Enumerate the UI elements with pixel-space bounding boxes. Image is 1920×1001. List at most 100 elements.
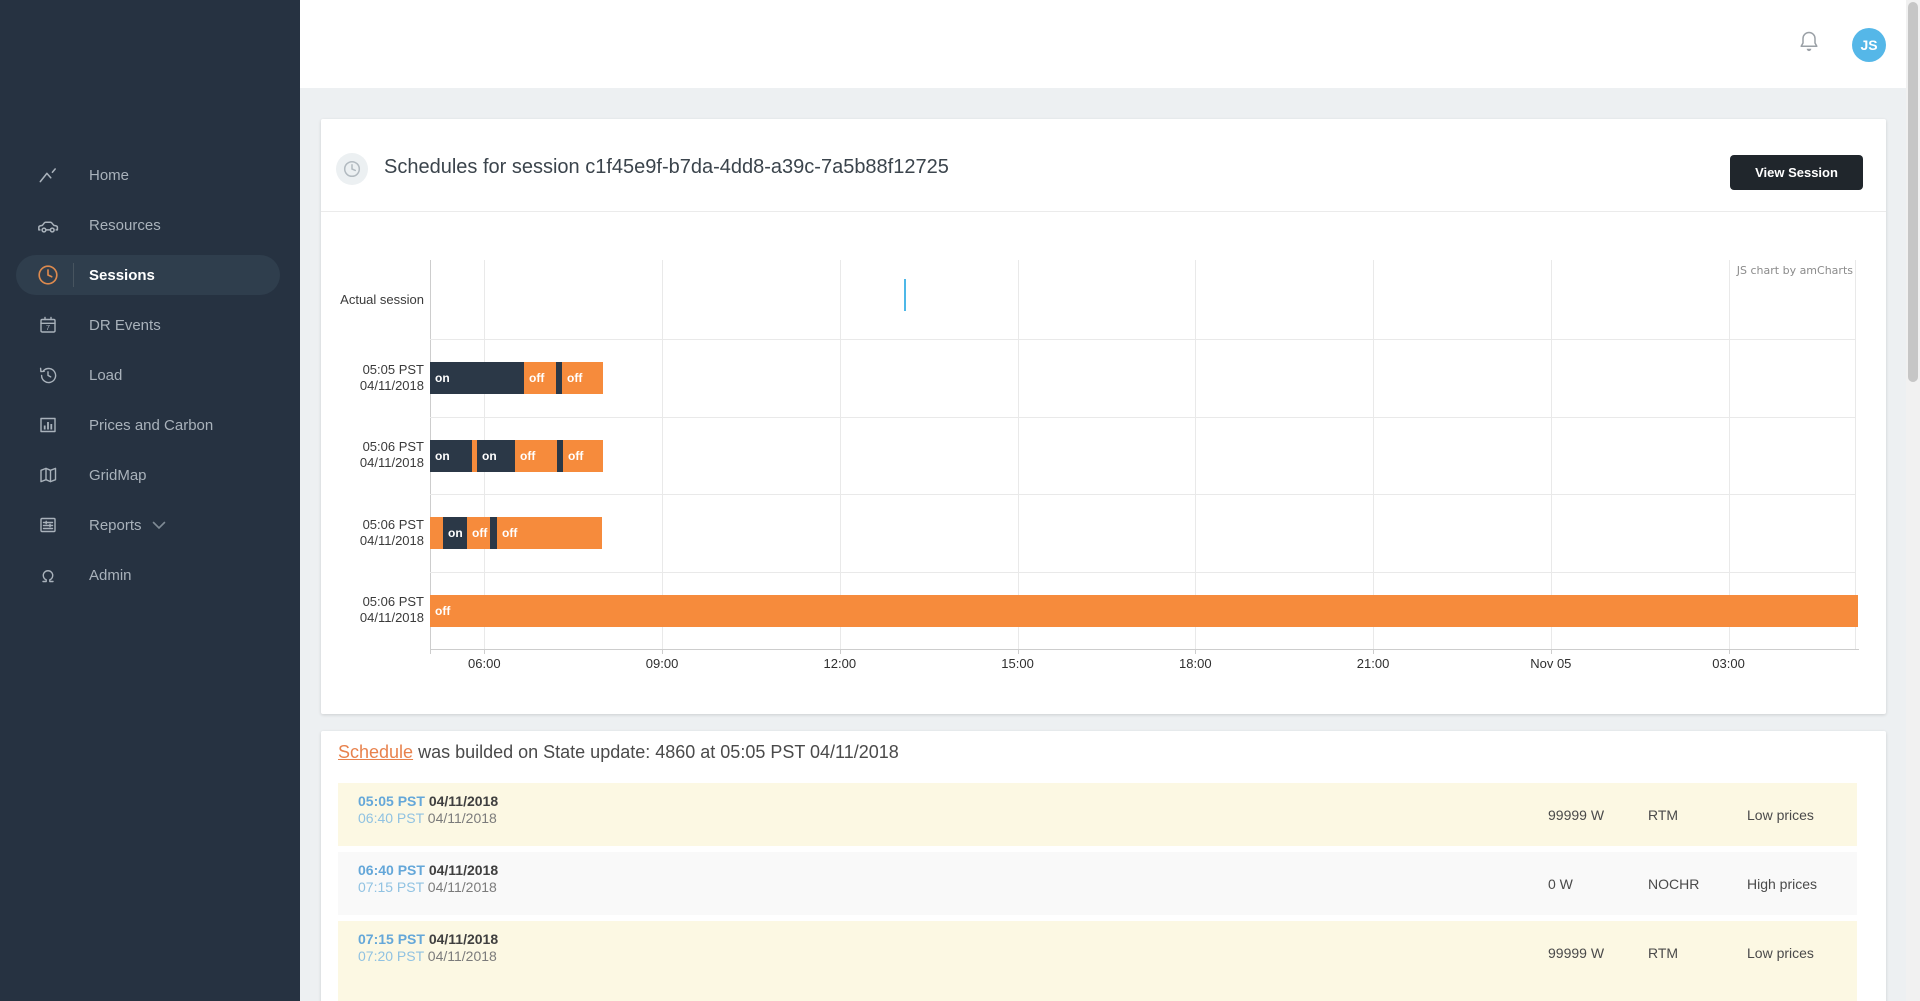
sidebar-item-label: Prices and Carbon: [89, 416, 214, 434]
category-label: 05:05 PST 04/11/2018: [359, 361, 424, 393]
schedule-rows: 05:05 PST 04/11/2018 06:40 PST 04/11/201…: [338, 783, 1857, 1001]
gantt-bar-segment[interactable]: [556, 362, 562, 394]
card-header: Schedules for session c1f45e9f-b7da-4dd8…: [321, 119, 1886, 212]
axis-tick: [484, 649, 486, 654]
sidebar-item-admin[interactable]: Admin: [16, 555, 280, 595]
category-label: 05:06 PST 04/11/2018: [359, 439, 424, 471]
start-time-link[interactable]: 07:15 PST: [358, 931, 425, 947]
gantt-bar-segment[interactable]: [509, 439, 515, 472]
gantt-bar-segment[interactable]: on: [477, 439, 509, 472]
schedule-interval: 06:40 PST 04/11/2018 07:15 PST 04/11/201…: [358, 862, 498, 896]
gantt-bar-segment[interactable]: [472, 439, 477, 472]
axis-tick-label: 21:00: [1356, 656, 1390, 671]
schedule-gantt-chart: JS chart by amCharts 06:00 09:00 12:00 15:0…: [321, 119, 1886, 714]
gantt-bar-segment[interactable]: on: [443, 517, 467, 549]
gantt-bar-segment[interactable]: [490, 517, 497, 549]
schedule-link[interactable]: Schedule: [338, 742, 414, 762]
sidebar-item-label: DR Events: [89, 316, 161, 334]
gantt-bar-segment[interactable]: off: [497, 517, 602, 549]
chart-cursor-line: [904, 279, 906, 311]
amcharts-watermark[interactable]: JS chart by amCharts: [1736, 264, 1853, 277]
table-row[interactable]: 07:15 PST 04/11/2018 07:20 PST 04/11/201…: [338, 921, 1857, 1001]
start-time-link[interactable]: 05:05 PST: [358, 793, 425, 809]
gantt-bar-segment[interactable]: [557, 439, 563, 472]
table-row[interactable]: 06:40 PST 04/11/2018 07:15 PST 04/11/201…: [338, 852, 1857, 915]
svg-text:7: 7: [46, 323, 50, 332]
sidebar-item-label: Resources: [89, 216, 161, 234]
category-label: 05:06 PST 04/11/2018: [359, 594, 424, 626]
start-date: 04/11/2018: [428, 931, 499, 947]
car-icon: [36, 213, 60, 237]
report-sliders-icon: [36, 513, 60, 537]
gantt-bar-segment[interactable]: off: [524, 362, 556, 394]
gantt-bar-segment[interactable]: off: [562, 362, 603, 394]
chevron-down-icon: [152, 521, 166, 530]
schedule-interval: 07:15 PST 04/11/2018 07:20 PST 04/11/201…: [358, 931, 498, 965]
scrollbar[interactable]: [1906, 0, 1920, 1001]
axis-tick-label: 18:00: [1179, 656, 1212, 671]
gantt-bar-segment[interactable]: off: [563, 439, 603, 472]
start-date: 04/11/2018: [428, 862, 499, 878]
grid-line-vertical: [1195, 260, 1197, 649]
gantt-bar-segment[interactable]: off: [467, 517, 490, 549]
axis-tick: [1195, 649, 1197, 654]
sidebar-item-sessions[interactable]: Sessions: [16, 255, 280, 295]
grid-line-horizontal: [430, 571, 1855, 573]
grid-line-vertical: [1373, 260, 1375, 649]
power-value: 99999 W: [1548, 806, 1605, 823]
sidebar-item-dr-events[interactable]: 7 DR Events: [16, 305, 280, 345]
map-icon: [36, 463, 60, 487]
history-icon: [36, 363, 60, 387]
main-content: Schedules for session c1f45e9f-b7da-4dd8…: [300, 88, 1920, 1001]
plot-right-border: [1855, 260, 1856, 649]
scrollbar-thumb[interactable]: [1908, 2, 1918, 382]
view-session-button[interactable]: View Session: [1730, 155, 1863, 190]
gantt-bar-segment[interactable]: on: [430, 439, 472, 472]
power-value: 99999 W: [1548, 944, 1605, 961]
start-date: 04/11/2018: [428, 793, 499, 809]
axis-tick: [1373, 649, 1375, 654]
sidebar-item-label: GridMap: [89, 466, 147, 484]
axis-tick: [430, 649, 431, 654]
category-label: 05:06 PST 04/11/2018: [359, 516, 424, 548]
market-type: NOCHR: [1648, 875, 1700, 892]
axis-tick: [1017, 649, 1019, 654]
grid-line-vertical: [1017, 260, 1019, 649]
sidebar-item-reports[interactable]: Reports: [16, 505, 280, 545]
schedule-table-card: Schedule was builded on State update: 48…: [321, 731, 1886, 1001]
avatar[interactable]: JS: [1852, 28, 1886, 62]
gantt-bar-segment[interactable]: [430, 517, 443, 549]
sidebar-item-label: Sessions: [89, 266, 155, 284]
sidebar-item-load[interactable]: Load: [16, 355, 280, 395]
sidebar-item-label: Home: [89, 166, 130, 184]
sidebar-item-prices-and-carbon[interactable]: Prices and Carbon: [16, 405, 280, 445]
grid-line-horizontal: [430, 339, 1855, 340]
notifications-bell-icon[interactable]: [1796, 28, 1822, 58]
x-axis-line: [430, 649, 1859, 650]
axis-tick: [1550, 649, 1552, 654]
gantt-bar-segment[interactable]: on: [430, 362, 524, 394]
session-card: Schedules for session c1f45e9f-b7da-4dd8…: [321, 119, 1886, 714]
gantt-bar-segment[interactable]: off: [515, 439, 557, 472]
schedule-interval: 05:05 PST 04/11/2018 06:40 PST 04/11/201…: [358, 793, 498, 827]
table-row[interactable]: 05:05 PST 04/11/2018 06:40 PST 04/11/201…: [338, 783, 1857, 846]
end-time-link[interactable]: 07:20 PST: [358, 948, 424, 964]
gantt-bar-segment[interactable]: off: [430, 594, 1858, 627]
grid-line-vertical: [839, 260, 841, 649]
end-time-link[interactable]: 06:40 PST: [358, 810, 424, 826]
axis-tick-label: 03:00: [1712, 656, 1745, 671]
axis-tick: [839, 649, 841, 654]
sidebar-nav: Home Resources Sessions 7 DR Events Load Price…: [0, 0, 300, 595]
sidebar-item-label: Reports: [89, 516, 142, 534]
market-type: RTM: [1648, 806, 1679, 823]
schedule-note: Schedule was builded on State update: 48…: [338, 742, 899, 763]
end-time-link[interactable]: 07:15 PST: [358, 879, 424, 895]
start-time-link[interactable]: 06:40 PST: [358, 862, 425, 878]
sidebar-item-resources[interactable]: Resources: [16, 205, 280, 245]
sidebar-item-home[interactable]: Home: [16, 155, 280, 195]
clock-circle-icon: [336, 153, 368, 185]
sidebar-item-gridmap[interactable]: GridMap: [16, 455, 280, 495]
active-item-divider: [73, 263, 74, 287]
sidebar-item-label: Load: [89, 366, 123, 384]
clock-icon: [36, 263, 60, 287]
